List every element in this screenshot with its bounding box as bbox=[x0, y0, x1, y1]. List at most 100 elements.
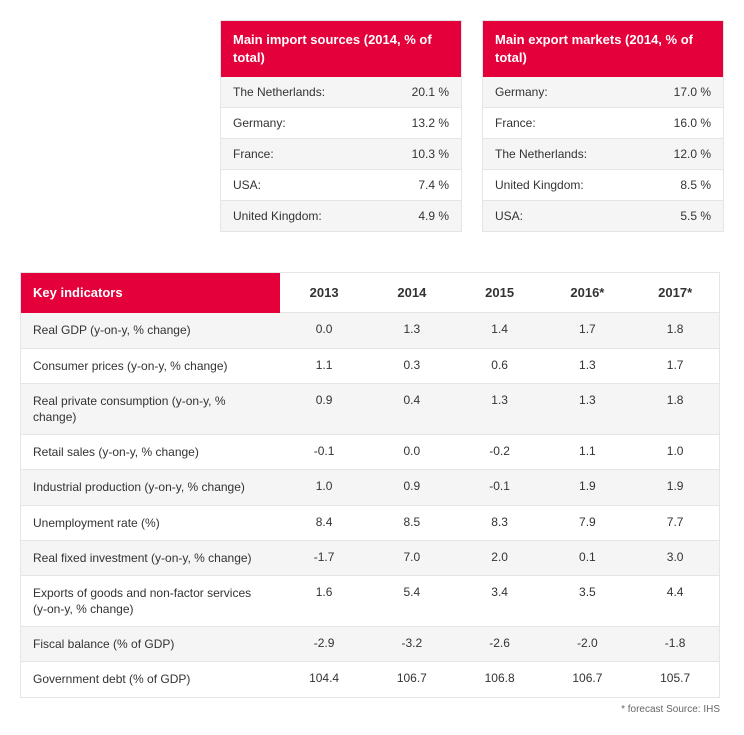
footnote: * forecast Source: IHS bbox=[20, 704, 720, 715]
row-label: Real private consumption (y-on-y, % chan… bbox=[21, 384, 280, 434]
row-value: 7.4 % bbox=[418, 178, 449, 192]
row-value: 106.7 bbox=[368, 662, 456, 696]
row-value: 10.3 % bbox=[412, 147, 449, 161]
row-value: 1.0 bbox=[631, 435, 719, 469]
row-value: 5.4 bbox=[368, 576, 456, 626]
row-value: -1.7 bbox=[280, 541, 368, 575]
key-indicators-table: Key indicators 2013 2014 2015 2016* 2017… bbox=[20, 272, 720, 697]
table-row: USA: 7.4 % bbox=[221, 170, 461, 201]
table-row: The Netherlands: 20.1 % bbox=[221, 77, 461, 108]
row-value: 0.1 bbox=[544, 541, 632, 575]
exports-header: Main export markets (2014, % of total) bbox=[483, 21, 723, 77]
table-row: United Kingdom: 8.5 % bbox=[483, 170, 723, 201]
row-value: 0.0 bbox=[368, 435, 456, 469]
table-row: United Kingdom: 4.9 % bbox=[221, 201, 461, 231]
table-row: USA: 5.5 % bbox=[483, 201, 723, 231]
table-row: Germany: 13.2 % bbox=[221, 108, 461, 139]
row-value: 3.4 bbox=[456, 576, 544, 626]
imports-header: Main import sources (2014, % of total) bbox=[221, 21, 461, 77]
table-row: The Netherlands: 12.0 % bbox=[483, 139, 723, 170]
row-value: 0.6 bbox=[456, 349, 544, 383]
row-label: Real fixed investment (y-on-y, % change) bbox=[21, 541, 280, 575]
row-value: 7.7 bbox=[631, 506, 719, 540]
row-value: 8.3 bbox=[456, 506, 544, 540]
row-value: 1.6 bbox=[280, 576, 368, 626]
row-value: -2.0 bbox=[544, 627, 632, 661]
row-label: Germany: bbox=[233, 116, 286, 130]
row-label: Germany: bbox=[495, 85, 548, 99]
row-value: 105.7 bbox=[631, 662, 719, 696]
row-value: 0.0 bbox=[280, 313, 368, 347]
row-value: 0.3 bbox=[368, 349, 456, 383]
year-header: 2015 bbox=[456, 273, 544, 313]
row-value: -0.2 bbox=[456, 435, 544, 469]
row-value: 3.5 bbox=[544, 576, 632, 626]
table-row: Germany: 17.0 % bbox=[483, 77, 723, 108]
row-value: -3.2 bbox=[368, 627, 456, 661]
row-value: 1.3 bbox=[544, 349, 632, 383]
row-value: 1.0 bbox=[280, 470, 368, 504]
row-value: -2.9 bbox=[280, 627, 368, 661]
row-value: 16.0 % bbox=[674, 116, 711, 130]
key-indicators-body: Real GDP (y-on-y, % change)0.01.31.41.71… bbox=[21, 313, 719, 696]
row-value: 4.9 % bbox=[418, 209, 449, 223]
row-label: United Kingdom: bbox=[233, 209, 322, 223]
table-row: Industrial production (y-on-y, % change)… bbox=[21, 470, 719, 505]
row-value: 1.4 bbox=[456, 313, 544, 347]
row-value: 0.9 bbox=[368, 470, 456, 504]
row-label: USA: bbox=[495, 209, 523, 223]
row-value: 1.1 bbox=[544, 435, 632, 469]
row-value: 7.9 bbox=[544, 506, 632, 540]
table-row: France: 10.3 % bbox=[221, 139, 461, 170]
row-value: 13.2 % bbox=[412, 116, 449, 130]
row-label: Exports of goods and non-factor services… bbox=[21, 576, 280, 626]
row-value: 1.7 bbox=[631, 349, 719, 383]
table-row: Real GDP (y-on-y, % change)0.01.31.41.71… bbox=[21, 313, 719, 348]
top-tables-container: Main import sources (2014, % of total) T… bbox=[220, 20, 724, 232]
row-label: Consumer prices (y-on-y, % change) bbox=[21, 349, 280, 383]
row-value: -2.6 bbox=[456, 627, 544, 661]
row-value: 1.9 bbox=[631, 470, 719, 504]
row-value: 7.0 bbox=[368, 541, 456, 575]
row-value: 20.1 % bbox=[412, 85, 449, 99]
row-label: Unemployment rate (%) bbox=[21, 506, 280, 540]
row-value: 3.0 bbox=[631, 541, 719, 575]
table-row: Exports of goods and non-factor services… bbox=[21, 576, 719, 627]
row-value: 2.0 bbox=[456, 541, 544, 575]
exports-table: Main export markets (2014, % of total) G… bbox=[482, 20, 724, 232]
key-indicators-title: Key indicators bbox=[21, 273, 280, 313]
table-row: Fiscal balance (% of GDP)-2.9-3.2-2.6-2.… bbox=[21, 627, 719, 662]
row-label: Retail sales (y-on-y, % change) bbox=[21, 435, 280, 469]
row-label: France: bbox=[233, 147, 274, 161]
row-value: -0.1 bbox=[280, 435, 368, 469]
table-row: Government debt (% of GDP)104.4106.7106.… bbox=[21, 662, 719, 696]
year-header: 2014 bbox=[368, 273, 456, 313]
row-value: 5.5 % bbox=[680, 209, 711, 223]
row-value: 12.0 % bbox=[674, 147, 711, 161]
row-label: The Netherlands: bbox=[495, 147, 587, 161]
row-value: 8.4 bbox=[280, 506, 368, 540]
table-row: Consumer prices (y-on-y, % change)1.10.3… bbox=[21, 349, 719, 384]
row-value: 0.4 bbox=[368, 384, 456, 434]
year-header: 2013 bbox=[280, 273, 368, 313]
table-row: Real fixed investment (y-on-y, % change)… bbox=[21, 541, 719, 576]
imports-table: Main import sources (2014, % of total) T… bbox=[220, 20, 462, 232]
row-value: -1.8 bbox=[631, 627, 719, 661]
row-value: -0.1 bbox=[456, 470, 544, 504]
row-value: 8.5 bbox=[368, 506, 456, 540]
table-row: Retail sales (y-on-y, % change)-0.10.0-0… bbox=[21, 435, 719, 470]
row-value: 8.5 % bbox=[680, 178, 711, 192]
row-value: 1.3 bbox=[368, 313, 456, 347]
table-row: France: 16.0 % bbox=[483, 108, 723, 139]
row-label: USA: bbox=[233, 178, 261, 192]
row-value: 1.3 bbox=[544, 384, 632, 434]
row-value: 17.0 % bbox=[674, 85, 711, 99]
row-value: 1.9 bbox=[544, 470, 632, 504]
row-value: 104.4 bbox=[280, 662, 368, 696]
row-value: 1.3 bbox=[456, 384, 544, 434]
year-header: 2017* bbox=[631, 273, 719, 313]
row-label: Real GDP (y-on-y, % change) bbox=[21, 313, 280, 347]
row-value: 1.1 bbox=[280, 349, 368, 383]
row-value: 1.8 bbox=[631, 384, 719, 434]
row-value: 106.7 bbox=[544, 662, 632, 696]
